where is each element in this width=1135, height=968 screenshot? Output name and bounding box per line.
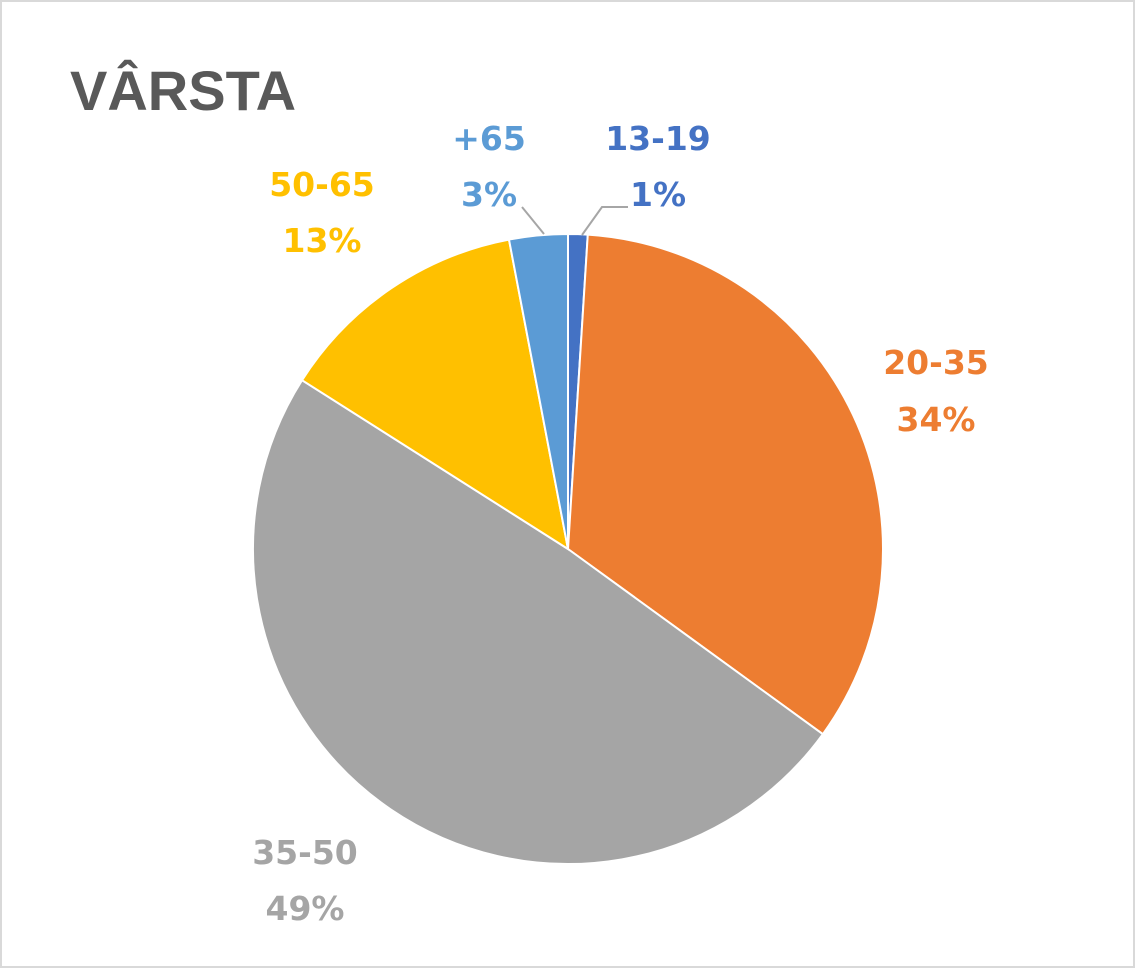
slice-category-label: 13-19 [605,119,711,158]
slice-category-label: 20-35 [883,343,989,382]
slice-percent-label: 49% [266,889,345,928]
pie-slice-5065 [300,238,570,552]
slice-percent-label: 13% [283,221,362,260]
data-labels: 13-19 1% 20-35 34% 35-50 49% 50-65 13% +65 3% [252,119,989,928]
leader-line [521,206,545,235]
pie-slices [252,232,884,865]
slice-percent-label: 34% [897,400,976,439]
pie-slice-3550 [252,378,825,865]
slice-category-label: 35-50 [252,833,358,872]
pie-slice-65 [507,232,569,550]
pie-slice-2035 [566,233,884,736]
leader-lines [521,206,628,236]
leader-line [581,206,628,236]
slice-percent-label: 3% [461,175,517,214]
slice-category-label: 50-65 [269,165,375,204]
slice-percent-label: 1% [630,175,686,214]
chart-title: VÂRSTA [70,59,296,122]
slice-category-label: +65 [452,119,526,158]
